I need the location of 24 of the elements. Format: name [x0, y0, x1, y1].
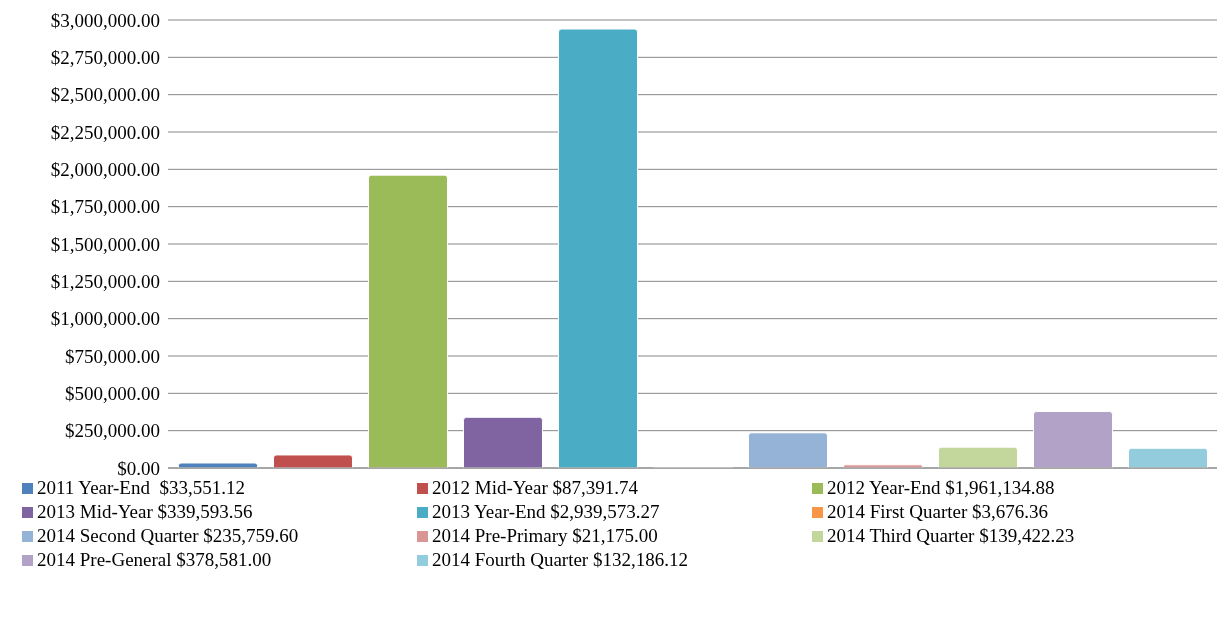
y-tick-label: $250,000.00 — [65, 420, 160, 442]
y-tick-label: $0.00 — [117, 457, 160, 479]
y-tick-label: $750,000.00 — [65, 345, 160, 367]
legend-label: 2012 Mid-Year $87,391.74 — [432, 476, 639, 500]
legend-label: 2011 Year-End $33,551.12 — [37, 476, 245, 500]
y-tick-label: $2,250,000.00 — [50, 121, 160, 143]
legend-label: 2013 Year-End $2,939,573.27 — [432, 500, 660, 524]
legend-label: 2014 First Quarter $3,676.36 — [827, 500, 1049, 524]
y-tick-label: $2,500,000.00 — [50, 84, 160, 106]
y-tick-label: $1,500,000.00 — [50, 233, 160, 255]
y-tick-label: $1,250,000.00 — [50, 271, 160, 293]
legend-label: 2014 Second Quarter $235,759.60 — [37, 524, 299, 548]
legend-label: 2014 Third Quarter $139,422.23 — [827, 524, 1075, 548]
y-tick-label: $2,000,000.00 — [50, 159, 160, 181]
legend-label: 2014 Pre-Primary $21,175.00 — [432, 524, 658, 548]
legend-label: 2014 Pre-General $378,581.00 — [37, 548, 272, 572]
legend-label: 2012 Year-End $1,961,134.88 — [827, 476, 1055, 500]
legend-label: 2013 Mid-Year $339,593.56 — [37, 500, 253, 524]
y-tick-label: $1,000,000.00 — [50, 308, 160, 330]
y-tick-label: $1,750,000.00 — [50, 196, 160, 218]
y-tick-label: $2,750,000.00 — [50, 47, 160, 69]
y-tick-label: $3,000,000.00 — [50, 9, 160, 31]
y-tick-label: $500,000.00 — [65, 383, 160, 405]
legend-label: 2014 Fourth Quarter $132,186.12 — [432, 548, 688, 572]
